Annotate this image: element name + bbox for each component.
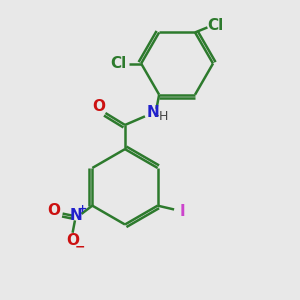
Text: I: I: [179, 204, 185, 219]
Text: N: N: [70, 208, 83, 223]
Text: Cl: Cl: [110, 56, 127, 71]
Text: O: O: [47, 203, 60, 218]
Text: O: O: [66, 233, 79, 248]
Text: N: N: [147, 104, 160, 119]
Text: ·H: ·H: [155, 110, 169, 123]
Text: Cl: Cl: [208, 18, 224, 33]
Text: −: −: [75, 241, 86, 254]
Text: O: O: [92, 99, 105, 114]
Text: +: +: [78, 204, 87, 214]
